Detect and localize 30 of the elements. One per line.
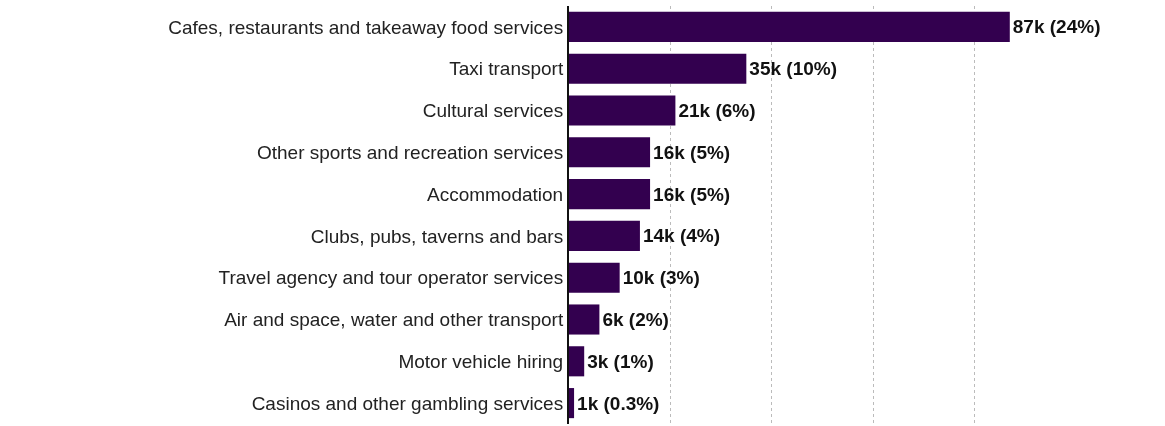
y-tick-label: Air and space, water and other transport — [224, 309, 564, 331]
data-label: 6k (2%) — [602, 309, 669, 330]
data-label: 21k (6%) — [678, 100, 756, 121]
bar — [569, 262, 620, 293]
data-label: 87k (24%) — [1012, 16, 1101, 38]
bar — [569, 137, 651, 168]
y-tick-label: Taxi transport — [449, 58, 564, 80]
data-label: 35k (10%) — [749, 58, 837, 80]
data-label: 16k (5%) — [653, 141, 731, 163]
bar — [569, 95, 676, 126]
y-tick-label: Casinos and other gambling services — [251, 392, 564, 414]
bar — [569, 304, 600, 335]
y-tick-label: Motor vehicle hiring — [398, 350, 564, 372]
data-label: 3k (1%) — [587, 350, 654, 372]
data-label: 16k (5%) — [653, 183, 731, 205]
y-tick-label: Cultural services — [422, 100, 564, 122]
bar — [569, 220, 640, 251]
bar — [569, 179, 651, 210]
bar — [569, 346, 585, 377]
y-tick-label: Travel agency and tour operator services — [218, 267, 564, 289]
data-label: 14k (4%) — [642, 225, 721, 247]
data-label: 1k (0.3%) — [577, 392, 660, 414]
y-tick-label: Accommodation — [426, 183, 564, 205]
bar — [569, 388, 575, 419]
bar — [569, 11, 1010, 42]
y-tick-label: Cafes, restaurants and takeaway food services — [168, 16, 564, 38]
y-tick-label: Clubs, pubs, taverns and bars — [310, 225, 564, 247]
bar — [569, 53, 747, 84]
y-tick-label: Other sports and recreation services — [256, 141, 564, 163]
data-label: 10k (3%) — [622, 267, 700, 289]
